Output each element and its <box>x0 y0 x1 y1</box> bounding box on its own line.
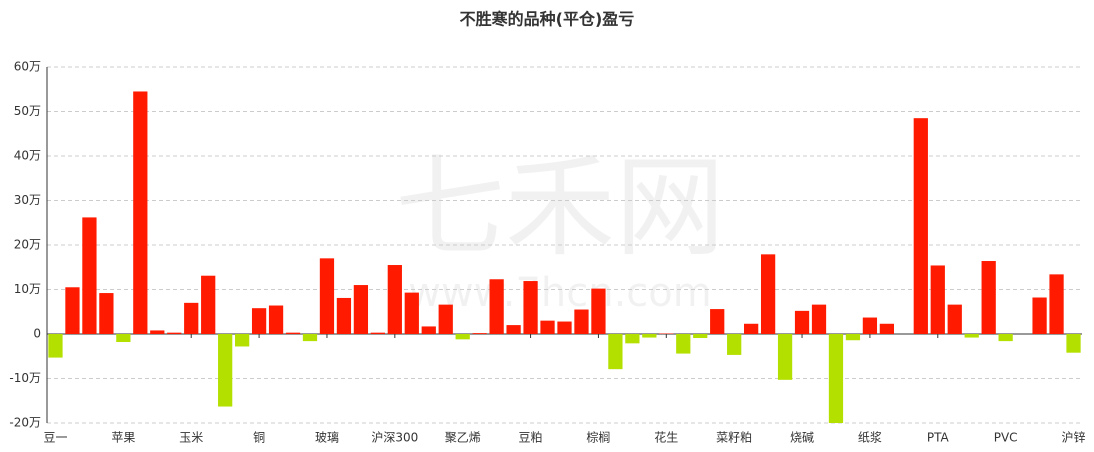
bar <box>438 304 453 334</box>
x-tick-label: 烧碱 <box>790 431 814 445</box>
bar <box>150 330 165 334</box>
bar <box>489 279 504 334</box>
bar <box>981 261 996 334</box>
x-tick-label: 棕榈 <box>586 430 610 445</box>
x-tick-label: 豆一 <box>43 431 67 445</box>
bar <box>625 334 640 344</box>
bar <box>319 258 335 334</box>
bar <box>540 320 555 334</box>
bar <box>964 334 979 338</box>
y-tick-label: 10万 <box>14 282 41 296</box>
bar <box>693 334 708 339</box>
bar <box>760 254 776 334</box>
bar <box>455 334 470 340</box>
bar <box>710 309 725 334</box>
bar <box>879 323 895 334</box>
bar <box>794 310 810 334</box>
bar <box>506 325 521 334</box>
bar <box>268 305 284 334</box>
bar <box>1066 334 1081 353</box>
y-tick-label: 40万 <box>14 149 41 163</box>
bar <box>1049 274 1064 334</box>
bar <box>302 334 318 342</box>
bar <box>727 334 742 355</box>
bar <box>184 302 199 334</box>
bar <box>65 287 80 334</box>
bar <box>591 288 606 334</box>
bar <box>947 304 962 334</box>
bar <box>811 304 827 334</box>
watermark-url: www.7hcn.com <box>408 270 711 316</box>
bar <box>777 334 793 380</box>
y-tick-label: -20万 <box>9 416 41 430</box>
y-tick-label: 20万 <box>14 238 41 252</box>
bar <box>99 293 114 334</box>
x-tick-label: 聚乙烯 <box>445 431 481 445</box>
bar <box>133 91 148 334</box>
bar <box>370 332 385 334</box>
x-tick-label: 纸浆 <box>858 430 882 445</box>
bar <box>913 118 928 334</box>
y-tick-label: -10万 <box>9 371 41 385</box>
bar <box>201 275 216 334</box>
x-tick-label: 花生 <box>654 430 678 445</box>
x-tick-label: 沪锌 <box>1062 431 1086 445</box>
bar <box>218 334 233 407</box>
x-tick-label: 沪深300 <box>371 431 418 445</box>
x-tick-label: 菜籽粕 <box>716 430 752 445</box>
bar <box>862 317 878 334</box>
bar <box>608 334 623 370</box>
y-tick-label: 0 <box>33 327 41 341</box>
bar <box>744 323 759 334</box>
x-tick-label: PVC <box>994 431 1018 445</box>
bar <box>523 281 538 334</box>
x-tick-label: 玉米 <box>179 431 203 445</box>
y-tick-label: 50万 <box>14 104 41 118</box>
bar <box>421 326 436 334</box>
x-tick-label: 铜 <box>253 430 265 445</box>
bar <box>998 334 1013 342</box>
bar <box>828 334 844 423</box>
bar <box>251 308 267 334</box>
y-tick-label: 60万 <box>14 60 41 74</box>
bar <box>845 334 861 341</box>
bar <box>336 297 352 334</box>
x-tick-label: 苹果 <box>111 431 135 445</box>
x-tick-label: 豆粕 <box>519 430 543 445</box>
bar <box>930 265 945 334</box>
bar <box>404 292 419 334</box>
chart-title: 不胜寒的品种(平仓)盈亏 <box>460 10 635 29</box>
x-tick-label: 玻璃 <box>315 431 339 445</box>
bar <box>82 217 97 334</box>
bar <box>48 334 63 358</box>
y-tick-label: 30万 <box>14 193 41 207</box>
bar <box>353 285 369 334</box>
x-tick-label: PTA <box>927 431 950 445</box>
bar <box>472 333 487 334</box>
bar <box>234 334 250 347</box>
bar <box>167 332 182 334</box>
bar <box>557 321 572 334</box>
bar <box>116 334 131 343</box>
bar <box>1032 297 1047 334</box>
watermark: 七禾网 <box>395 143 725 271</box>
bar <box>574 309 589 334</box>
bar <box>285 332 301 334</box>
bar <box>642 334 657 338</box>
bar <box>676 334 691 354</box>
bar <box>387 265 402 334</box>
